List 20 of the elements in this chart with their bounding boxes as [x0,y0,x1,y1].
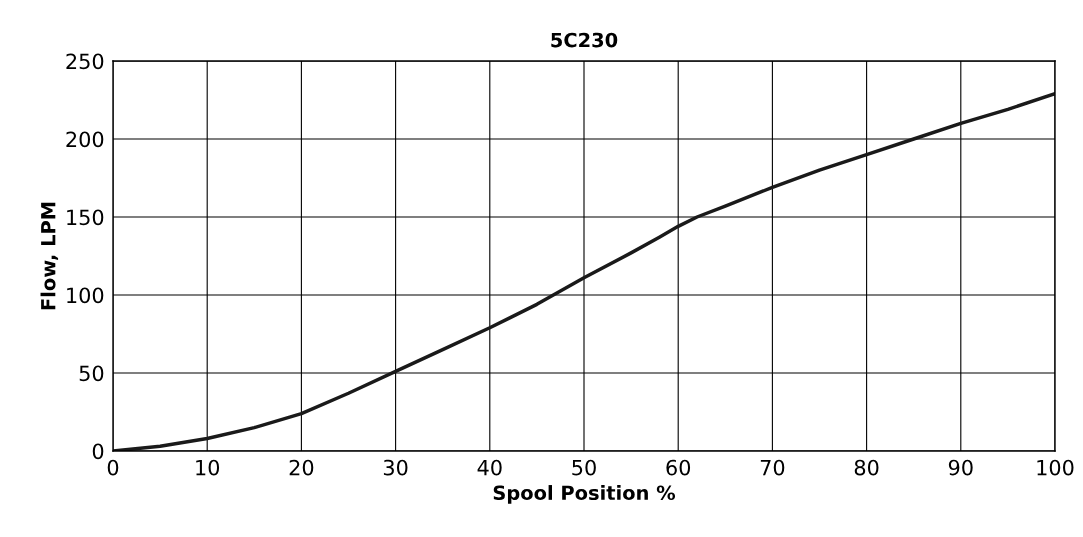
x-tick-label: 40 [477,459,502,476]
x-tick-label: 50 [572,459,596,476]
x-axis-title: Spool Position % [493,485,676,504]
y-tick-label: 100 [67,287,104,304]
y-tick-label: 150 [67,209,104,226]
x-tick-label: 90 [948,459,973,476]
y-tick-label: 200 [66,131,104,148]
y-tick-label: 50 [79,365,104,382]
x-tick-label: 20 [289,459,314,476]
x-tick-label: 0 [107,459,119,476]
x-tick-label: 10 [196,459,220,476]
chart-title: 5C230 [551,32,618,48]
x-tick-label: 60 [666,459,691,476]
x-tick-label: 80 [854,459,879,476]
x-tick-label: 30 [383,459,408,476]
y-tick-label: 250 [66,53,104,70]
x-tick-label: 100 [1037,459,1074,476]
y-axis-title: Flow, LPM [40,202,59,310]
y-tick-label: 0 [92,443,104,460]
x-tick-label: 70 [760,459,785,476]
